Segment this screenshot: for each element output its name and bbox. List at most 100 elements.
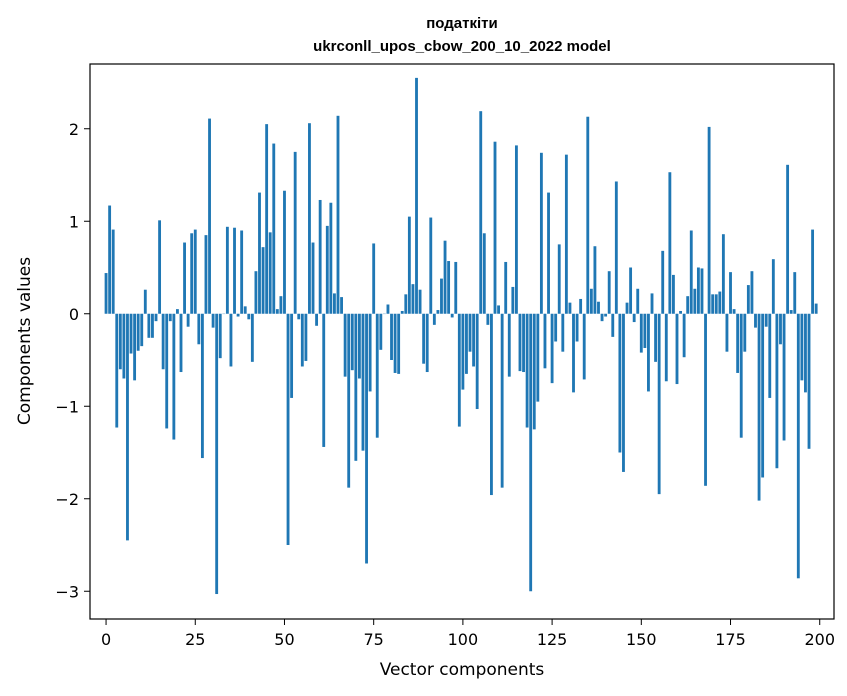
bar: [675, 313, 679, 385]
bar: [372, 243, 376, 314]
bar: [179, 313, 183, 373]
bar: [193, 229, 197, 314]
bar: [536, 313, 540, 402]
bar: [622, 313, 625, 472]
bar: [447, 261, 451, 314]
bar: [397, 313, 401, 374]
bar: [750, 271, 754, 314]
bar: [325, 225, 329, 314]
bar: [579, 298, 583, 314]
bar: [804, 313, 807, 393]
bar: [704, 313, 707, 486]
bar: [725, 313, 729, 352]
bar: [333, 293, 336, 314]
bar: [165, 313, 169, 429]
bar: [290, 313, 294, 398]
bar: [368, 313, 372, 392]
bar: [375, 313, 379, 438]
x-tick-label: 0: [101, 630, 111, 649]
bar: [764, 313, 768, 327]
bar: [200, 313, 204, 459]
bar: [161, 313, 165, 370]
bar: [168, 313, 172, 322]
bar: [550, 313, 554, 384]
bar: [407, 216, 411, 314]
bar: [390, 313, 393, 360]
bar: [475, 313, 479, 410]
bar: [754, 313, 757, 328]
bar: [714, 294, 718, 314]
bar: [757, 313, 761, 501]
bar: [154, 313, 158, 322]
bar: [522, 313, 525, 373]
bar: [679, 310, 682, 314]
bar: [347, 313, 351, 488]
bar: [283, 190, 286, 314]
bar: [564, 154, 568, 314]
bar: [265, 124, 269, 314]
bar: [261, 247, 265, 314]
bar: [115, 313, 119, 428]
bar: [561, 313, 565, 352]
bar: [340, 297, 343, 314]
bar: [654, 313, 658, 362]
bar: [118, 313, 122, 370]
bar: [657, 313, 661, 495]
bar: [729, 272, 732, 314]
bar: [632, 313, 636, 323]
bar: [771, 259, 775, 314]
bar: [361, 313, 365, 451]
bar: [425, 313, 429, 373]
bar: [250, 313, 254, 362]
bar: [600, 313, 604, 322]
bar: [589, 288, 593, 314]
bar: [743, 313, 747, 352]
bar: [811, 229, 815, 314]
bar: [707, 126, 711, 314]
bar: [204, 235, 208, 314]
bar: [718, 291, 722, 314]
bar: [500, 313, 504, 488]
bar: [779, 313, 782, 345]
y-tick-label: −2: [55, 490, 79, 509]
bar: [472, 313, 476, 367]
x-tick-label: 75: [364, 630, 384, 649]
bar: [768, 313, 772, 398]
bar: [721, 234, 725, 314]
bar: [693, 288, 697, 314]
bar: [300, 313, 304, 367]
bar: [236, 313, 240, 317]
bar: [547, 192, 550, 314]
bar: [111, 229, 115, 314]
bar: [329, 202, 333, 314]
bar: [746, 285, 750, 314]
bar: [176, 309, 179, 314]
bar: [682, 313, 686, 358]
bar: [736, 313, 740, 373]
bar: [336, 115, 340, 314]
bar: [629, 267, 633, 314]
bar: [518, 313, 522, 372]
bar: [432, 313, 436, 325]
bar: [700, 268, 704, 314]
bar: [126, 313, 129, 541]
bar: [686, 296, 690, 314]
bar: [604, 313, 608, 317]
chart-subtitle: ukrconll_upos_cbow_200_10_2022 model: [313, 38, 611, 55]
bar: [322, 313, 326, 447]
bar: [664, 313, 668, 382]
bar: [258, 192, 261, 314]
bar: [350, 313, 354, 371]
bar: [190, 233, 194, 314]
bar: [457, 313, 461, 427]
bar: [532, 313, 536, 430]
bar: [186, 313, 190, 327]
bar: [814, 303, 818, 314]
x-tick-label: 50: [274, 630, 294, 649]
bar: [582, 313, 586, 380]
bar: [443, 240, 447, 314]
plot-frame: [89, 63, 835, 620]
bar: [786, 164, 790, 314]
bar: [311, 242, 315, 314]
